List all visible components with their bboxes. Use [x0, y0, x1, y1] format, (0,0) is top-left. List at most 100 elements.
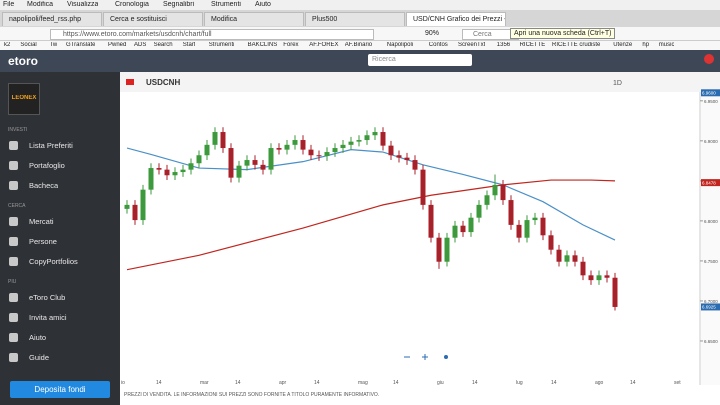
sidebar-item[interactable]: Guide [29, 353, 50, 362]
bookmark[interactable]: RICETTE crudiste [552, 42, 601, 48]
candle-body [484, 195, 490, 205]
candle-body [324, 152, 330, 157]
period[interactable]: 1D [613, 80, 622, 87]
y-tick-label: 6.8000 [704, 219, 718, 224]
sidebar-item[interactable]: Mercati [29, 217, 54, 226]
bookmark[interactable]: AF.Binario [344, 42, 373, 48]
candle-body [428, 204, 434, 238]
notification[interactable] [704, 54, 714, 64]
bookmark[interactable]: Napolipoli [386, 42, 414, 48]
logo[interactable]: etoro [8, 54, 38, 68]
candle-body [468, 217, 474, 233]
candle-body [524, 220, 530, 238]
sidebar-item[interactable]: Aiuto [29, 333, 47, 342]
sidebar-item[interactable]: eToro Club [29, 293, 66, 302]
candle-body [316, 155, 322, 157]
bookmark[interactable]: ADS [134, 42, 147, 48]
candle-body [348, 141, 354, 145]
chart-title: USDCNH [146, 78, 180, 87]
bookmark[interactable]: GTranslate [66, 42, 96, 48]
candle-body [148, 168, 154, 190]
bookmark[interactable]: hp [642, 42, 650, 48]
x-tick-label: 14 [156, 380, 162, 385]
candle-body [492, 184, 498, 196]
bookmark[interactable]: Contos [428, 42, 448, 48]
share[interactable] [444, 355, 448, 359]
x-tick-label: 14 [314, 380, 320, 385]
candle-body [596, 275, 602, 281]
bookmark[interactable]: BAKCLINS [247, 42, 278, 48]
bookmark[interactable]: Strumenti [208, 42, 235, 48]
bookmark[interactable]: Start [182, 42, 196, 48]
menu-icon [9, 217, 18, 226]
section-title: INVESTI [8, 127, 28, 133]
bookmark[interactable]: AF.FOREX [309, 42, 339, 48]
x-tick-label: io [121, 380, 125, 385]
bookmark[interactable]: Tw [49, 42, 58, 48]
menu-item[interactable]: Cronologia [115, 1, 149, 8]
tab[interactable]: Cerca e sostituisci [103, 12, 203, 26]
app-search[interactable]: Ricerca [368, 54, 472, 66]
section-title: PIÙ [8, 279, 17, 285]
tab-bar: napolipoli/feed_rss.php Cerca e sostituis… [0, 10, 720, 27]
bookmark[interactable]: Search [153, 42, 173, 48]
zoom[interactable]: 90% [425, 30, 440, 37]
candle-body [252, 160, 258, 165]
candle-body [180, 169, 186, 173]
menu-item[interactable]: Strumenti [211, 1, 241, 8]
tooltip: Apri una nuova scheda (Ctrl+T) [510, 28, 616, 39]
candle-body [172, 172, 178, 176]
sidebar-item[interactable]: Persone [29, 237, 57, 246]
bookmark[interactable]: ScreenTxt [458, 42, 486, 48]
tab[interactable]: USD/CNH Grafico dei Prezzi - ... [406, 12, 506, 26]
tab[interactable]: Modifica [204, 12, 304, 26]
candle-body [532, 217, 538, 221]
x-tick-label: mag [358, 380, 368, 385]
bookmark[interactable]: Utenze [613, 42, 633, 48]
y-tick-label: 6.7000 [704, 299, 718, 304]
y-tick-label: 6.9000 [704, 139, 718, 144]
bookmark[interactable]: Forex [283, 42, 299, 48]
bookmark[interactable]: Social [20, 42, 37, 48]
menu-item[interactable]: Aiuto [255, 1, 271, 8]
sidebar: LEONEX Deposita fondi INVESTI Lista Prefe… [0, 72, 120, 405]
menu-item[interactable]: Visualizza [67, 1, 99, 8]
x-tick-label: 14 [551, 380, 557, 385]
address-bar[interactable]: https://www.etoro.com/markets/usdcnh/cha… [50, 29, 374, 40]
candle-body [444, 237, 450, 262]
menu-item[interactable]: File [3, 1, 15, 8]
avatar[interactable]: LEONEX [8, 83, 40, 115]
sidebar-item[interactable]: CopyPortfolios [29, 257, 78, 266]
candle-body [476, 204, 482, 218]
bookmark[interactable]: k2 [4, 42, 11, 48]
candle-body [508, 200, 514, 225]
candle-body [212, 132, 218, 145]
candle-body [612, 277, 618, 307]
sidebar-item[interactable]: Bacheca [29, 181, 59, 190]
candle-body [548, 235, 554, 250]
sidebar-item[interactable]: Invita amici [29, 313, 67, 322]
candle-body [204, 144, 210, 156]
menu-item[interactable]: Segnalibri [163, 1, 195, 8]
menu-icon [9, 257, 18, 266]
bookmark[interactable]: music [658, 42, 675, 48]
menu-icon [9, 353, 18, 362]
tab[interactable]: Plus500 [305, 12, 405, 26]
bookmarks-bar: k2 Social Tw GTranslate Pwned ADS Search Start S… [0, 41, 720, 50]
price-tag-label: 6.6925 [702, 305, 716, 310]
menu-item[interactable]: Modifica [27, 1, 54, 8]
bookmark[interactable]: Pwned [108, 42, 127, 48]
menu-icon [9, 293, 18, 302]
candle-body [228, 148, 234, 178]
x-tick-label: mar [200, 380, 209, 385]
deposit-button[interactable]: Deposita fondi [10, 381, 110, 398]
bookmark[interactable]: 1356 [496, 42, 511, 48]
menu-icon [9, 181, 18, 190]
sidebar-item[interactable]: Portafoglio [29, 161, 65, 170]
bookmark[interactable]: RICETTE [519, 42, 546, 48]
sidebar-item[interactable]: Lista Preferiti [29, 141, 73, 150]
candle-body [564, 255, 570, 262]
price-axis [701, 92, 720, 385]
tab[interactable]: napolipoli/feed_rss.php [2, 12, 102, 26]
candle-body [340, 144, 346, 149]
